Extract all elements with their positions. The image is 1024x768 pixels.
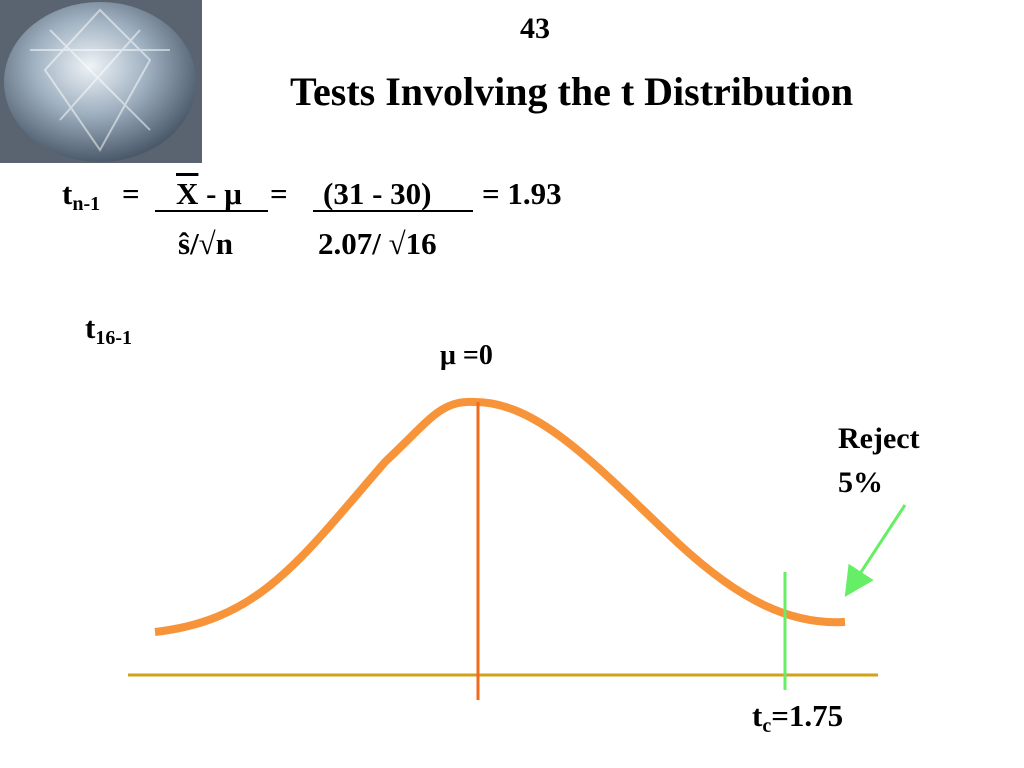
lhs: tn-1 bbox=[62, 178, 100, 214]
equals: = bbox=[122, 176, 140, 211]
diamond-image bbox=[0, 0, 202, 163]
lhs-sub: n-1 bbox=[72, 193, 101, 215]
numerator: (31 - 30) bbox=[323, 176, 432, 211]
equals: = bbox=[270, 176, 288, 211]
reject-label: Reject bbox=[838, 422, 920, 455]
label-text: =1.75 bbox=[771, 698, 844, 733]
label-sub: 16-1 bbox=[95, 327, 132, 349]
mean-label: μ =0 bbox=[440, 340, 493, 371]
label-sub: c bbox=[762, 715, 772, 737]
label-base: t bbox=[752, 698, 763, 733]
numerator: X - μ bbox=[176, 178, 242, 209]
label-base: t bbox=[85, 310, 96, 345]
arrow bbox=[844, 504, 907, 598]
x-bar: X bbox=[176, 176, 199, 211]
lhs-base: t bbox=[62, 176, 73, 211]
title: Tests Involving the t Distribution bbox=[290, 69, 854, 114]
denominator: ŝ/√n bbox=[178, 226, 233, 261]
denominator: 2.07/ √16 bbox=[318, 226, 437, 261]
distribution-label: t16-1 bbox=[85, 312, 132, 348]
reject-percent: 5% bbox=[838, 466, 883, 499]
t-curve bbox=[154, 397, 846, 636]
page-number: 43 bbox=[520, 12, 550, 45]
result: = 1.93 bbox=[482, 176, 562, 211]
numerator-rest: - μ bbox=[198, 176, 242, 211]
critical-label: tc=1.75 bbox=[752, 700, 843, 736]
